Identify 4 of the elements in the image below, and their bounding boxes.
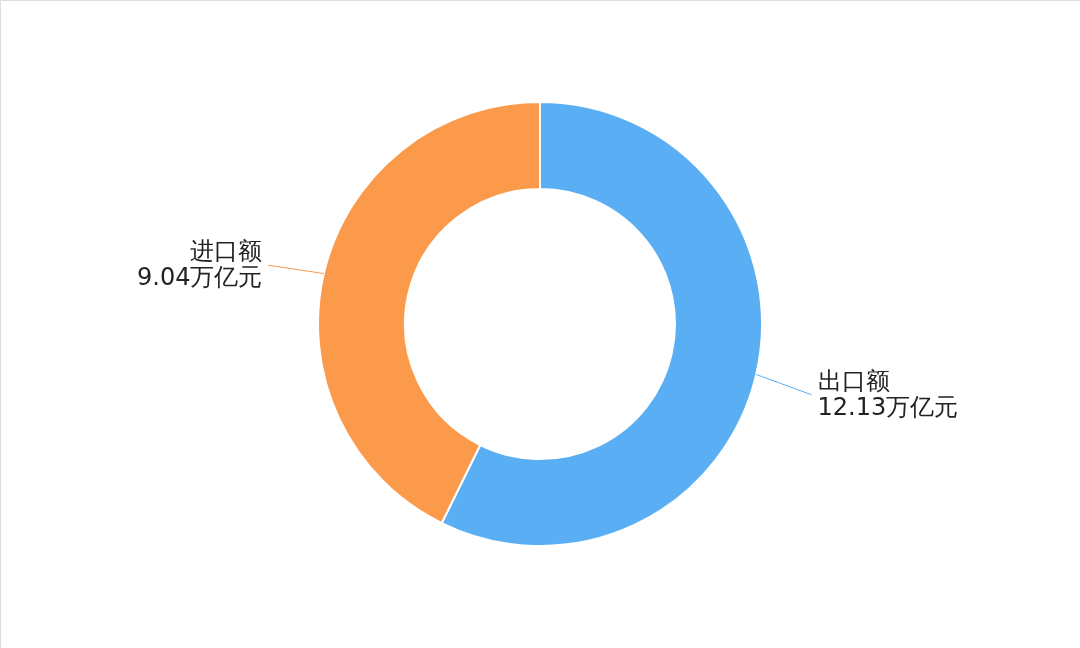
slice-label: 出口额 [817,366,890,395]
data-label: 9.04万亿元 [137,263,263,292]
slice-label: 进口额 [190,237,263,266]
data-label: 12.13万亿元 [817,392,959,421]
